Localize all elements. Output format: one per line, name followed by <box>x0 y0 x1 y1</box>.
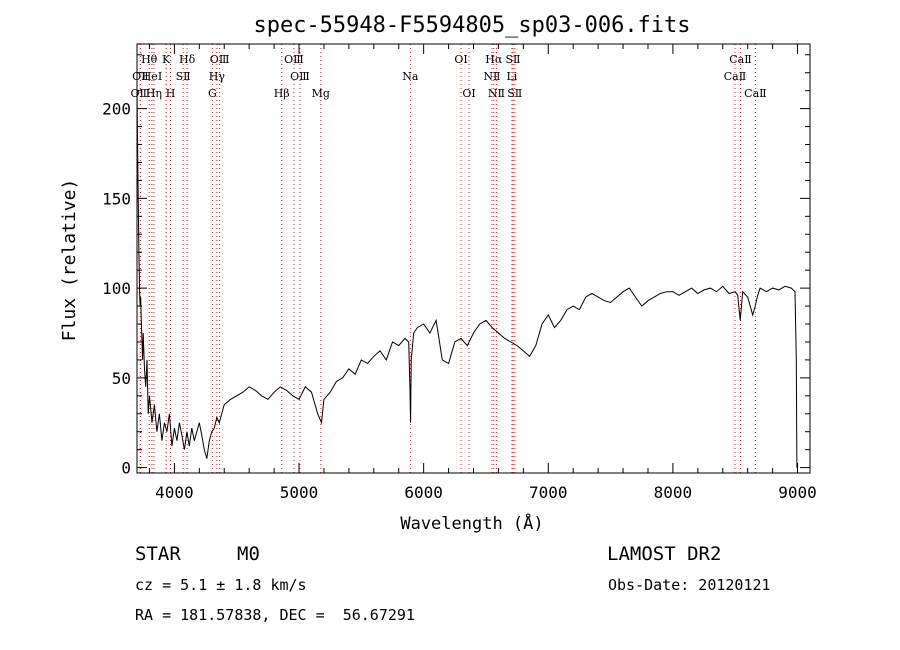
spectral-line-label: H <box>166 87 176 100</box>
y-tick-label: 50 <box>112 369 131 388</box>
spectral-line-label: G <box>208 87 217 100</box>
spectral-line-label: CaⅡ <box>744 87 766 100</box>
y-tick-label: 100 <box>102 279 131 298</box>
survey-name: LAMOST DR2 <box>607 543 722 565</box>
spectral-line-label: Hα <box>485 53 503 66</box>
x-tick-label: 7000 <box>529 483 568 502</box>
spectral-line-label: Hθ <box>141 53 158 66</box>
object-class: STAR <box>135 543 181 565</box>
spectral-line-label: Hδ <box>179 53 196 66</box>
spectrum-line <box>136 90 798 468</box>
coordinates: RA = 181.57838, DEC = 56.67291 <box>135 606 415 624</box>
y-tick-label: 0 <box>121 459 131 478</box>
chart-title: spec-55948-F5594805_sp03-006.fits <box>253 13 690 38</box>
spectral-line-label: OⅢ <box>210 53 230 66</box>
spectral-line-label: OⅡ <box>132 70 149 83</box>
y-tick-label: 150 <box>102 189 131 208</box>
spectral-line-label: Hβ <box>274 87 290 100</box>
spectral-line-label: Hγ <box>209 70 226 83</box>
x-axis-label: Wavelength (Å) <box>400 512 543 534</box>
spectral-line-label: Hη <box>146 87 162 100</box>
spectral-line-label: HeI <box>142 70 162 83</box>
spectral-line-label: Li <box>506 70 517 83</box>
object-subclass: M0 <box>237 543 260 565</box>
spectral-line-label: CaⅡ <box>724 70 746 83</box>
spectral-line-label: K <box>162 53 171 66</box>
spectral-line-label: SⅡ <box>507 87 522 100</box>
x-tick-label: 5000 <box>280 483 319 502</box>
y-tick-label: 200 <box>102 100 131 119</box>
x-axis-ticks: 4000 5000 6000 7000 8000 9000 <box>148 44 817 502</box>
y-axis-label: Flux (relative) <box>59 179 80 342</box>
spectral-line-label: OⅢ <box>290 70 310 83</box>
spectral-line-label: NⅡ <box>488 87 505 100</box>
spectral-line-label: OⅢ <box>131 87 151 100</box>
spectral-line-label: OI <box>462 87 475 100</box>
spectral-line-label: SⅡ <box>505 53 520 66</box>
y-axis-ticks: 0 50 100 150 200 <box>102 54 810 478</box>
x-tick-label: 6000 <box>404 483 443 502</box>
spectral-line-label: OⅢ <box>284 53 304 66</box>
spectral-line-markers <box>139 44 756 473</box>
observation-date: Obs-Date: 20120121 <box>608 576 771 594</box>
x-tick-label: 4000 <box>155 483 194 502</box>
x-tick-label: 8000 <box>654 483 693 502</box>
spectral-line-label: OI <box>454 53 467 66</box>
x-tick-label: 9000 <box>778 483 817 502</box>
spectral-line-label: SⅡ <box>176 70 191 83</box>
spectral-line-label: NⅡ <box>483 70 500 83</box>
spectral-line-label: Na <box>402 70 419 83</box>
spectral-line-label: CaⅡ <box>729 53 751 66</box>
spectral-line-label: Mg <box>312 87 330 100</box>
redshift-velocity: cz = 5.1 ± 1.8 km/s <box>135 576 307 594</box>
plot-frame <box>136 43 811 474</box>
